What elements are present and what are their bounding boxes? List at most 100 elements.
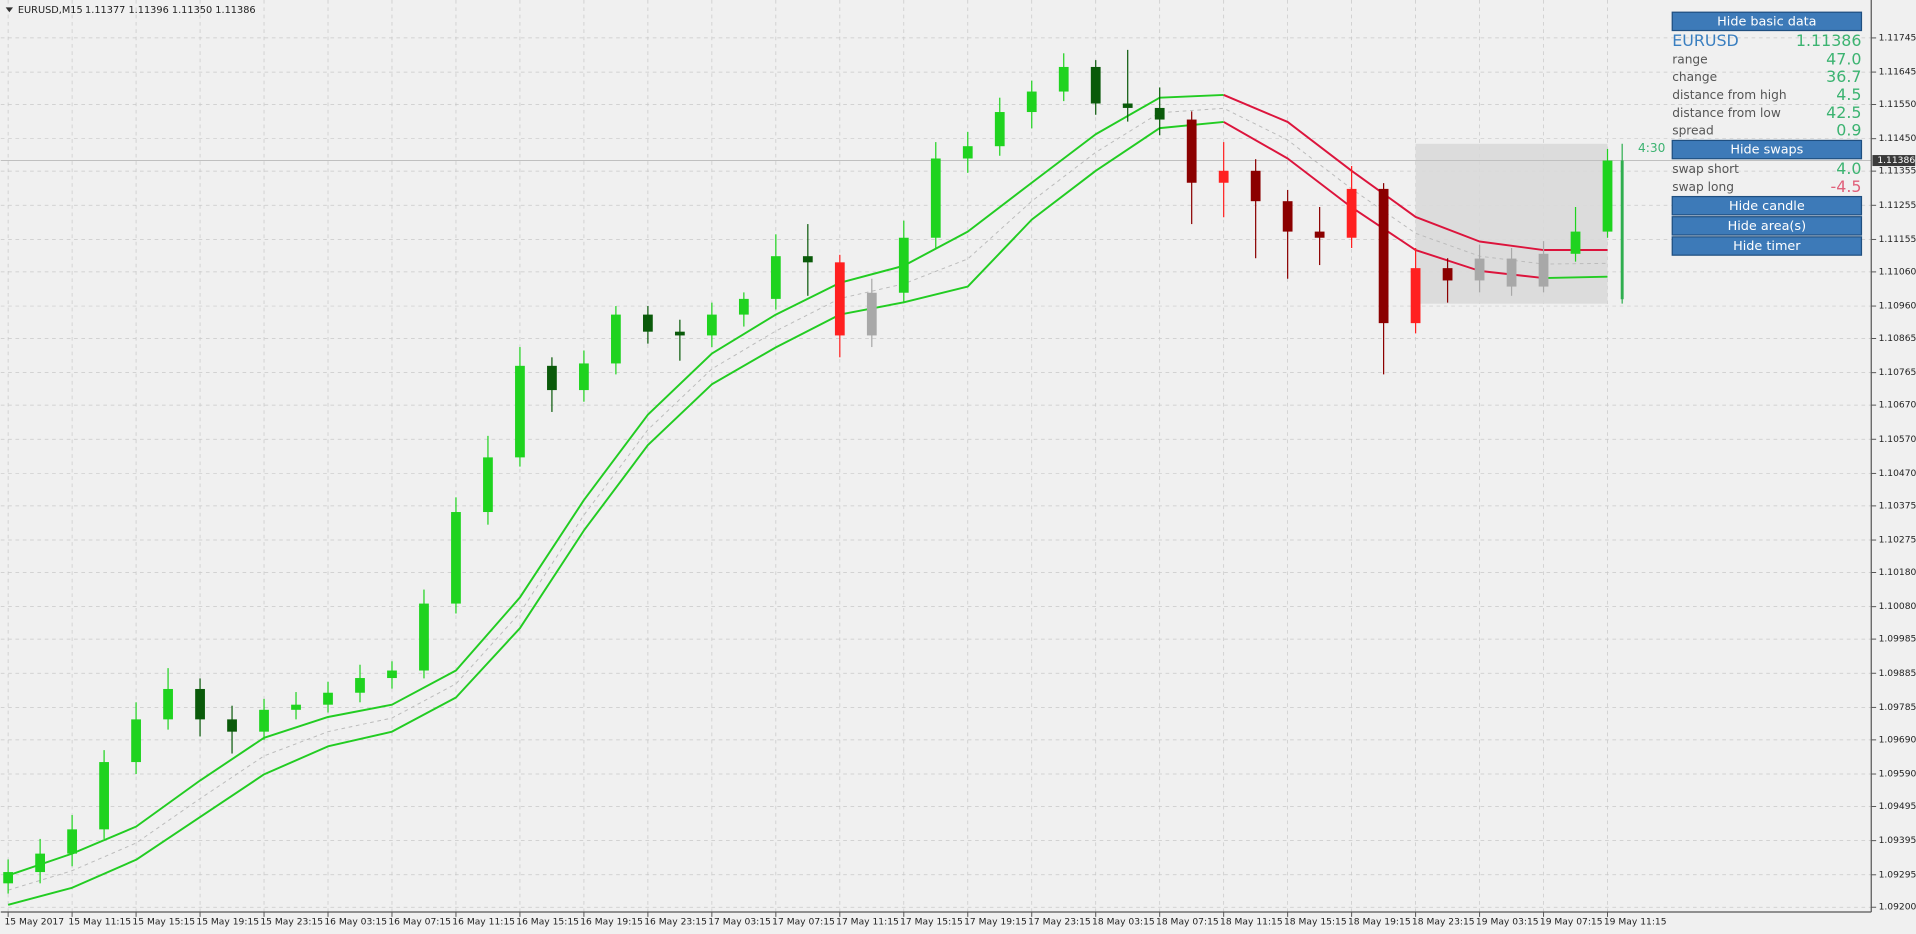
y-tick-label: 1.10865 [1879,334,1916,344]
x-tick-label: 16 May 23:15 [644,917,707,927]
x-tick-label: 18 May 07:15 [1156,917,1219,927]
x-tick-label: 18 May 03:15 [1092,917,1155,927]
panel-button-label[interactable]: Hide candle [1729,199,1805,214]
panel-button[interactable] [1671,216,1863,236]
x-tick-label: 15 May 2017 [4,917,64,927]
panel-button[interactable] [1671,11,1863,32]
x-tick-label: 17 May 19:15 [964,917,1027,927]
candle-body [962,146,973,159]
panel-row-label: spread [1672,124,1714,138]
x-tick-label: 19 May 03:15 [1476,917,1539,927]
x-tick-label: 17 May 23:15 [1028,917,1091,927]
candle-body [1250,170,1261,202]
candle-body [1090,66,1101,104]
candle-body [259,709,269,732]
y-tick-label: 1.11155 [1879,235,1916,245]
panel-row-value: 4.0 [1836,159,1861,178]
header-ohlc: 1.11377 1.11396 1.11350 1.11386 [85,5,256,16]
x-tick-label: 17 May 15:15 [900,917,963,927]
candle-body [1538,253,1549,287]
candle-body [1602,160,1613,232]
candle-body [323,692,333,705]
y-tick-label: 1.09295 [1879,870,1916,880]
candle-body [930,158,941,238]
current-price-label: 1.11386 [1877,156,1915,166]
band-middle [7,107,1608,891]
candle-body [387,670,397,679]
candle-body [99,762,109,830]
y-tick-label: 1.11060 [1879,267,1916,277]
x-tick-label: 18 May 15:15 [1284,917,1347,927]
x-tick-label: 19 May 11:15 [1604,917,1667,927]
candle-body [131,719,141,763]
info-panel: Hide basic data EURUSD 1.11386 range 47.0 cha… [1671,11,1863,256]
y-tick-label: 1.10470 [1879,469,1916,479]
candle-body [1122,103,1133,108]
timer: 4:30 [1638,141,1665,155]
panel-button[interactable] [1671,236,1863,256]
x-tick-label: 18 May 11:15 [1220,917,1283,927]
panel-row-value: 4.5 [1836,85,1861,104]
plot: 4:30 1.11386 [0,49,1916,906]
candle-body [1474,258,1485,281]
candle-body [515,365,525,458]
htf-candle-body [1620,160,1624,300]
candle-body [1506,258,1517,287]
y-tick-label: 1.09985 [1879,635,1916,645]
panel-row-value: 47.0 [1826,49,1861,68]
x-tick-label: 18 May 23:15 [1412,917,1475,927]
panel-price: 1.11386 [1796,31,1862,50]
candle-body [866,292,877,336]
candle-body [1346,188,1357,238]
y-tick-label: 1.09590 [1879,770,1916,780]
panel-row-value: -4.5 [1831,177,1862,196]
x-tick-label: 18 May 19:15 [1348,917,1411,927]
y-tick-label: 1.10570 [1879,435,1916,445]
y-tick-label: 1.09690 [1879,735,1916,745]
candle-body [770,256,781,299]
candle-body [163,688,173,720]
x-tick-label: 15 May 11:15 [68,917,131,927]
candle-body [706,314,717,336]
candle-body [994,112,1005,147]
header-arrow [5,7,14,13]
y-tick-label: 1.11745 [1879,33,1916,43]
x-tick-label: 19 May 07:15 [1540,917,1603,927]
panel-row-label: distance from low [1672,106,1781,120]
panel-button-label[interactable]: Hide basic data [1717,14,1816,29]
y-tick-label: 1.11255 [1879,201,1916,211]
candle-body [1154,107,1165,120]
candle-body [802,256,813,263]
panel-row-value: 42.5 [1826,103,1861,122]
x-tick-label: 17 May 07:15 [772,917,835,927]
panel-button-label[interactable]: Hide area(s) [1728,219,1806,234]
current-price-box [1872,155,1916,167]
header-symbol: EURUSD,M15 [18,5,83,16]
panel-button[interactable] [1671,139,1863,160]
candle-body [898,237,909,293]
x-tick-label: 16 May 11:15 [452,917,515,927]
y-tick-label: 1.09200 [1879,903,1916,913]
panel-button-label[interactable]: Hide swaps [1730,143,1803,158]
candle-body [291,704,301,710]
panel-row-value: 36.7 [1826,67,1861,86]
y-tick-label: 1.11645 [1879,68,1916,78]
candle-body [834,262,845,336]
band-line [1543,275,1608,280]
candle-body [1378,188,1389,324]
x-tick-label: 15 May 15:15 [132,917,195,927]
candle-body [1570,231,1581,254]
panel-row-label: swap long [1672,180,1734,194]
x-tick-label: 17 May 03:15 [708,917,771,927]
y-tick-label: 1.11355 [1879,167,1916,177]
y-tick-label: 1.10670 [1879,401,1916,411]
candle-body [483,457,493,513]
y-tick-label: 1.09495 [1879,802,1916,812]
x-tick-label: 16 May 19:15 [580,917,643,927]
panel-button-label[interactable]: Hide timer [1733,239,1801,254]
panel-button[interactable] [1671,195,1863,216]
y-tick-label: 1.10765 [1879,368,1916,378]
candle-body [195,688,205,720]
